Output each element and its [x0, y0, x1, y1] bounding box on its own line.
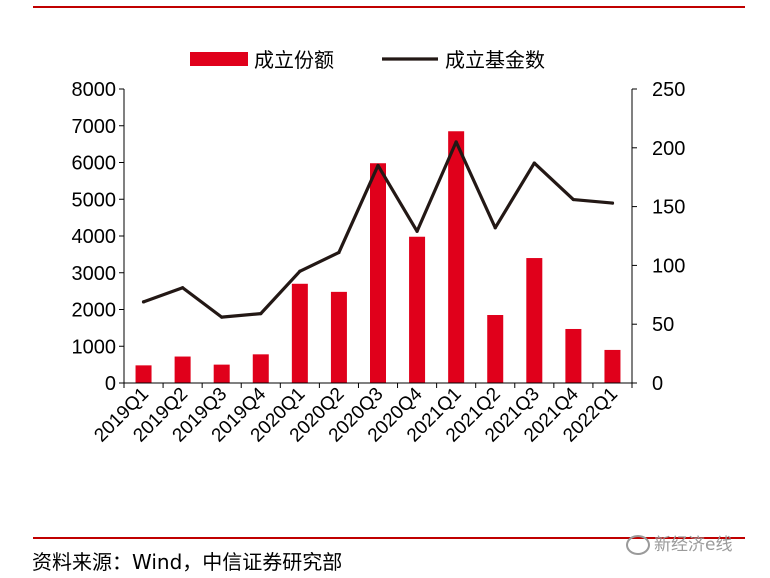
bar-2020Q2 — [330, 291, 347, 383]
line-point-2021Q4 — [571, 197, 575, 202]
line-point-2021Q1 — [454, 140, 458, 144]
source-note: 资料来源：Wind，中信证券研究部 — [32, 550, 343, 574]
legend-label-bars: 成立份额 — [254, 49, 334, 72]
bar-2019Q1 — [135, 365, 152, 383]
line-point-2021Q2 — [493, 226, 497, 230]
line-point-2020Q3 — [376, 163, 380, 168]
top-divider — [33, 6, 745, 8]
wechat-icon — [626, 535, 650, 555]
left-tick-label: 5000 — [72, 189, 117, 211]
right-tick-label: 250 — [652, 79, 685, 101]
line-point-2021Q3 — [532, 161, 536, 165]
bar-2019Q2 — [174, 356, 191, 383]
watermark: 新经济e线 — [626, 530, 732, 555]
bar-2021Q1 — [448, 131, 465, 383]
bar-2019Q3 — [213, 364, 230, 383]
right-tick-label: 0 — [652, 373, 663, 395]
left-tick-label: 7000 — [72, 116, 117, 138]
right-tick-label: 200 — [652, 138, 685, 160]
bar-2020Q4 — [409, 236, 426, 383]
left-tick-label: 0 — [105, 373, 116, 395]
left-tick-label: 8000 — [72, 79, 117, 101]
chart: 0 1000 2000 3000 4000 5000 6000 7000 8000 0 50 100 1… — [72, 49, 686, 446]
bar-2020Q1 — [291, 283, 308, 383]
bar-2022Q1 — [604, 349, 621, 383]
left-tick-label: 2000 — [72, 300, 117, 322]
line-point-2022Q1 — [610, 201, 615, 205]
line-point-2020Q4 — [415, 229, 419, 233]
bar-2019Q4 — [252, 354, 269, 383]
left-tick-label: 4000 — [72, 226, 117, 248]
right-tick-label: 50 — [652, 314, 674, 336]
bar-2021Q3 — [526, 258, 543, 383]
bar-2020Q3 — [370, 163, 386, 383]
legend-swatch-bars — [190, 52, 248, 66]
line-point-2019Q4 — [259, 312, 263, 316]
bar-2021Q2 — [487, 315, 504, 383]
legend-label-line: 成立基金数 — [445, 49, 545, 72]
left-tick-label: 6000 — [72, 153, 117, 175]
line-point-2019Q2 — [181, 286, 185, 290]
right-tick-label: 100 — [652, 255, 685, 277]
bar-2021Q4 — [565, 328, 582, 383]
left-tick-label: 3000 — [72, 263, 117, 285]
left-tick-label: 1000 — [72, 336, 117, 358]
line-point-2019Q1 — [141, 300, 146, 304]
line-point-2020Q1 — [298, 269, 302, 273]
right-tick-label: 150 — [652, 197, 685, 219]
bottom-divider — [33, 537, 745, 539]
watermark-text: 新经济e线 — [654, 535, 733, 555]
line-point-2019Q3 — [220, 315, 224, 319]
line-point-2020Q2 — [337, 250, 341, 255]
